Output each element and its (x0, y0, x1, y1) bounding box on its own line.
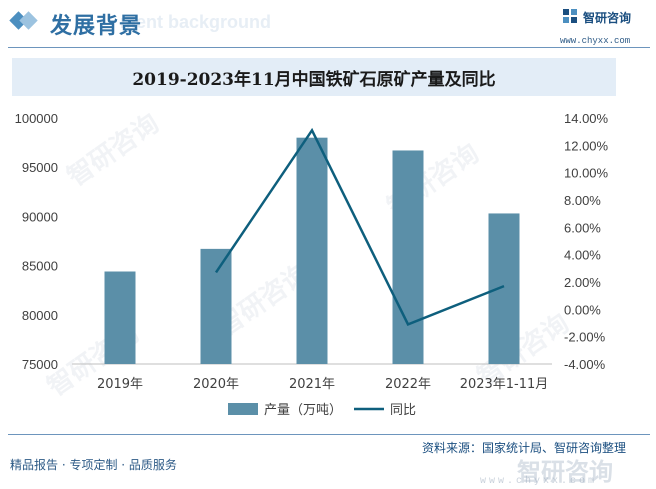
category-label: 2020年 (193, 377, 239, 392)
tagline: 精品报告 · 专项定制 · 品质服务 (10, 458, 177, 472)
left-axis-tick-label: 85000 (22, 259, 58, 274)
right-axis-tick-label: 12.00% (564, 138, 609, 153)
bar (104, 271, 136, 364)
divider (8, 47, 650, 48)
brand-logo-icon (563, 9, 577, 23)
data-source: 资料来源：国家统计局、智研咨询整理 (422, 441, 627, 455)
left-axis-tick-label: 80000 (22, 308, 58, 323)
category-label: 2022年 (385, 377, 431, 392)
right-axis-tick-label: -4.00% (564, 357, 606, 372)
brand-url: www.chyxx.com (560, 36, 631, 46)
section-title: 发展背景 (50, 14, 143, 39)
chart: 75000 80000 85000 90000 95000 100000 -4.00% -2… (15, 111, 609, 418)
divider (8, 434, 650, 435)
bar-series (104, 137, 520, 364)
right-axis-tick-label: 6.00% (564, 220, 601, 235)
brand-name: 智研咨询 (583, 11, 632, 25)
left-axis-tick-label: 75000 (22, 357, 58, 372)
left-axis-tick-label: 100000 (15, 111, 58, 126)
category-label: 2023年1-11月 (460, 377, 549, 392)
line-series (214, 127, 505, 326)
legend: 产量（万吨） 同比 (228, 403, 416, 418)
right-axis-tick-label: 8.00% (564, 193, 601, 208)
legend-label: 产量（万吨） (264, 403, 342, 418)
left-axis-tick-label: 95000 (22, 160, 58, 175)
category-label: 2021年 (289, 377, 335, 392)
right-axis-tick-label: -2.00% (564, 330, 606, 345)
footer-url: www.chyxx.com (480, 476, 598, 487)
bar (296, 137, 328, 364)
legend-swatch-bar (228, 403, 258, 415)
left-axis-ticks: 75000 80000 85000 90000 95000 100000 (15, 111, 58, 372)
right-axis-tick-label: 4.00% (564, 248, 601, 263)
bar (392, 150, 424, 364)
chart-title: 2019-2023年11月中国铁矿石原矿产量及同比 (132, 69, 496, 90)
footer-logo: 智研咨询 (517, 458, 613, 486)
chart-title-bar: 2019-2023年11月中国铁矿石原矿产量及同比 (12, 58, 616, 96)
right-axis-ticks: -4.00% -2.00% 0.00% 2.00% 4.00% 6.00% 8.00% 10.… (564, 111, 609, 372)
legend-label: 同比 (390, 403, 416, 418)
right-axis-tick-label: 0.00% (564, 302, 601, 317)
right-axis-tick-label: 10.00% (564, 166, 609, 181)
category-label: 2019年 (97, 377, 143, 392)
section-subtitle: ment background (120, 12, 272, 32)
right-axis-tick-label: 2.00% (564, 275, 601, 290)
bar (488, 213, 520, 364)
category-labels: 2019年 2020年 2021年 2022年 2023年1-11月 (97, 377, 548, 392)
left-axis-tick-label: 90000 (22, 209, 58, 224)
right-axis-tick-label: 14.00% (564, 111, 609, 126)
bar (200, 248, 232, 364)
header: ment background 发展背景 智研咨询 www.chyxx.com (0, 0, 656, 50)
